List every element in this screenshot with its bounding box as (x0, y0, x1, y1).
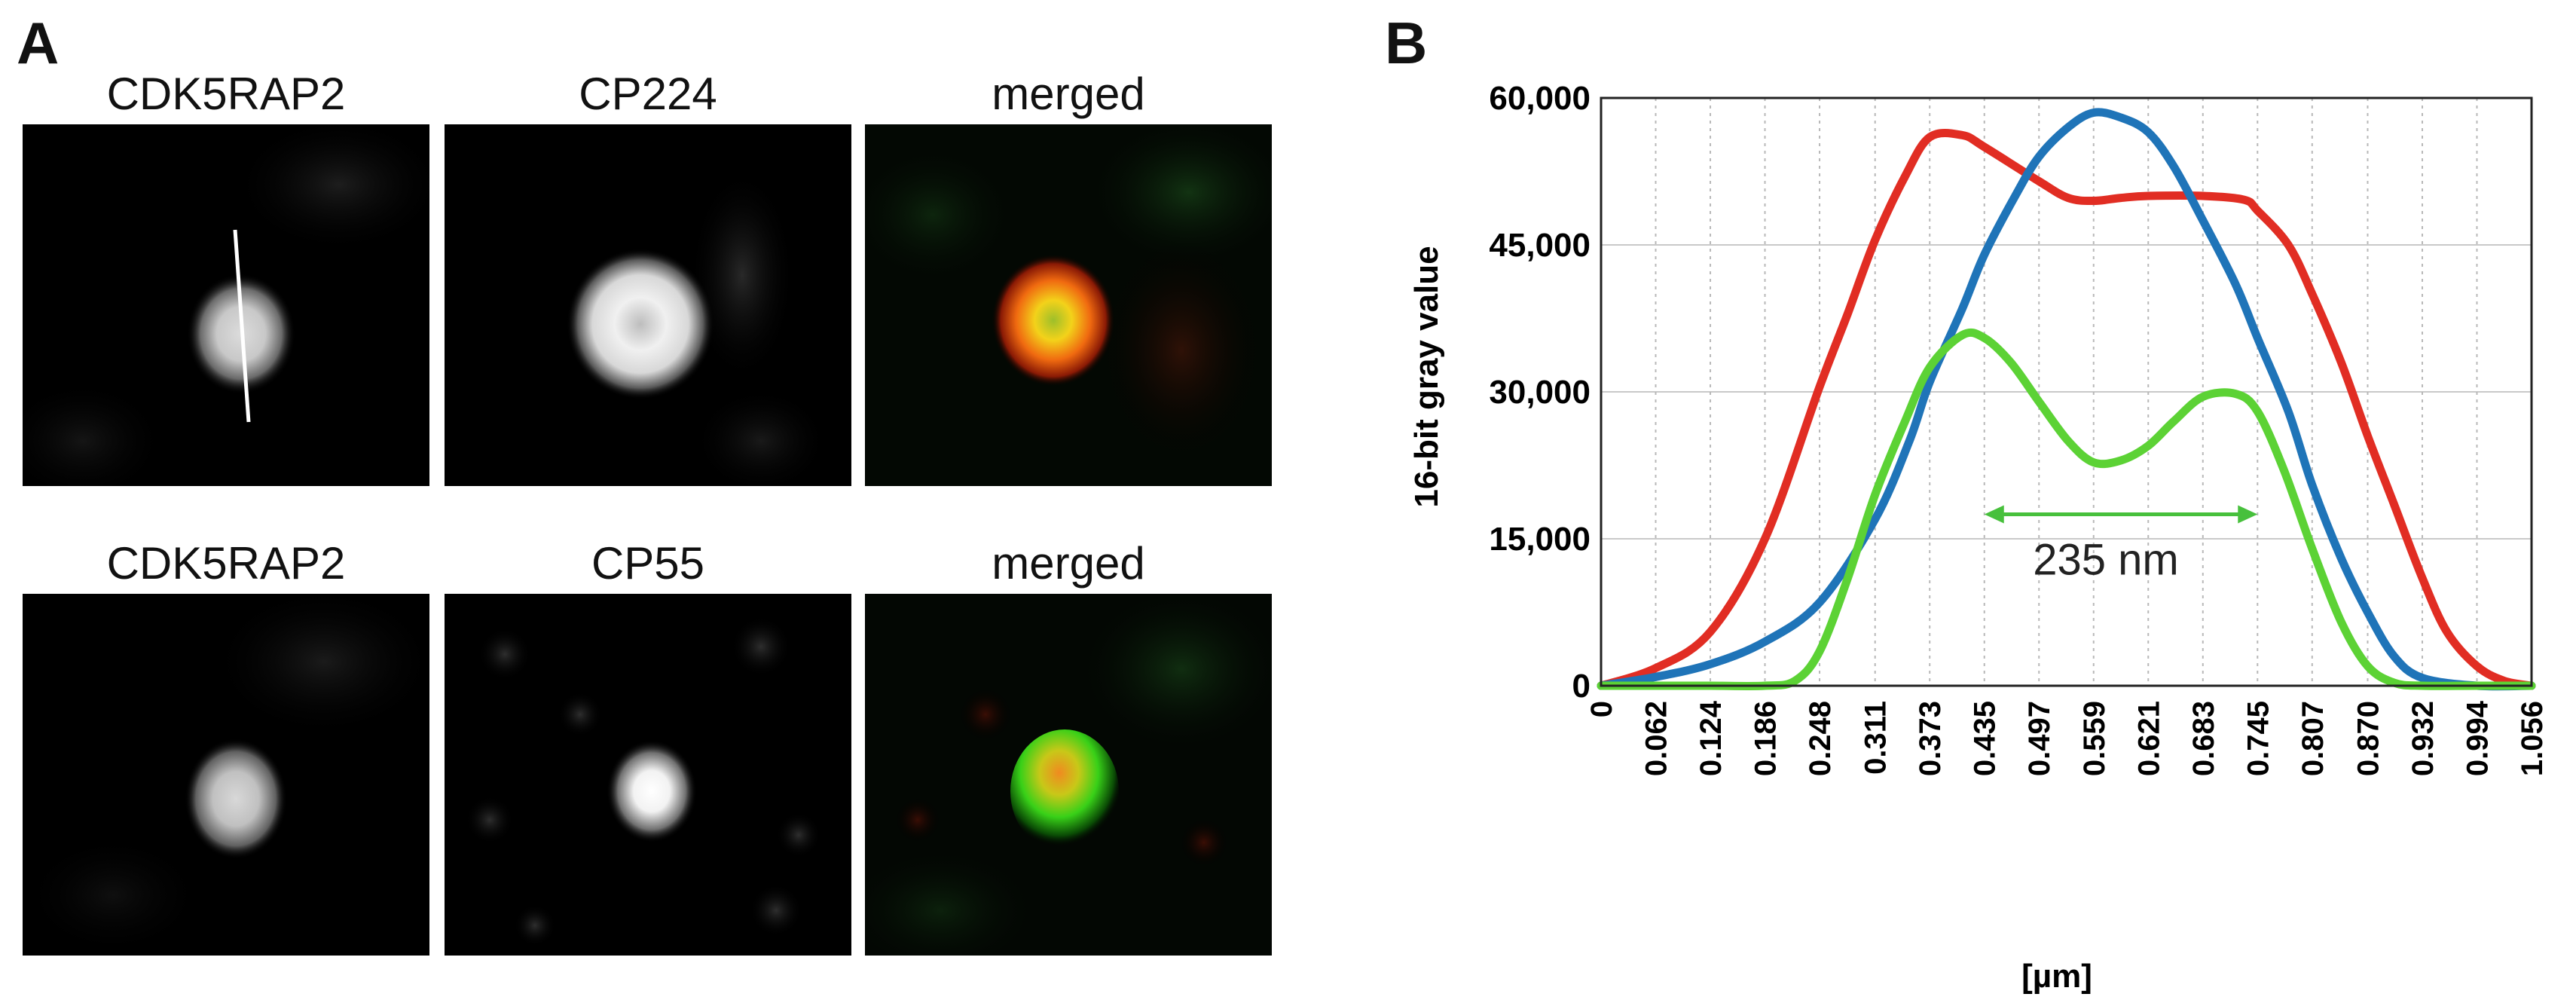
centrosome-signal (1010, 729, 1119, 853)
x-tick-label: 0.745 (2241, 701, 2275, 776)
title-r1c2: CP224 (579, 69, 717, 119)
x-tick-label: 0.373 (1914, 701, 1947, 776)
chart-series (1597, 108, 2536, 691)
arrowhead-left (1984, 505, 2004, 524)
title-r2c2: CP55 (591, 538, 705, 589)
centrosome-signal (992, 254, 1115, 387)
x-tick-label: 0.124 (1694, 700, 1728, 776)
x-tick-label: 0.062 (1640, 701, 1673, 776)
y-tick-label: 60,000 (1489, 80, 1591, 117)
title-r1c1: CDK5RAP2 (106, 69, 346, 119)
panel-b-letter: B (1385, 10, 1428, 76)
micrograph-cdk5rap2-2 (23, 594, 429, 956)
x-tick-label: 0.311 (1859, 701, 1893, 775)
x-tick-label: 0.683 (2187, 701, 2220, 776)
title-r1c3: merged (992, 69, 1145, 119)
line-scan-marker (233, 229, 251, 423)
y-tick-labels: 0 15,000 30,000 45,000 60,000 (1489, 80, 1591, 705)
x-tick-label: 0 (1585, 701, 1618, 717)
plot-frame (1600, 96, 2533, 687)
x-tick-label: 0.870 (2351, 701, 2385, 776)
x-tick-label: 0.497 (2023, 701, 2056, 776)
x-tick-label: 0.621 (2132, 701, 2165, 776)
series-green-line (1597, 328, 2536, 690)
x-tick-label: 0.559 (2078, 701, 2111, 776)
x-tick-label: 0.186 (1749, 701, 1783, 776)
y-axis-label: 16-bit gray value (1408, 246, 1445, 507)
y-tick-label: 0 (1572, 668, 1591, 705)
micrograph-merged-1 (865, 124, 1272, 486)
arrowhead-right (2238, 505, 2258, 524)
annotation-label: 235 nm (2033, 536, 2178, 585)
chart-annotation: 235 nm (1984, 505, 2258, 585)
x-tick-label: 0.932 (2406, 701, 2440, 776)
title-r2c1: CDK5RAP2 (106, 538, 346, 589)
x-axis-label: [µm] (2021, 958, 2092, 995)
series-red-line (1597, 128, 2536, 690)
micrograph-cdk5rap2-1 (23, 124, 429, 486)
x-tick-label: 0.248 (1804, 701, 1837, 776)
x-tick-label: 0.435 (1969, 701, 2002, 776)
panel-a-letter: A (17, 10, 60, 76)
y-tick-label: 15,000 (1489, 521, 1591, 558)
micrograph-merged-2 (865, 594, 1272, 956)
y-tick-label: 30,000 (1489, 374, 1591, 411)
chart-grid (1601, 97, 2532, 686)
centrosome-signal (607, 740, 697, 842)
x-tick-labels: 0 0.062 0.124 0.186 0.248 0.311 0.373 0.435 0.49… (1585, 700, 2547, 776)
y-tick-label: 45,000 (1489, 227, 1591, 264)
series-blue-line (1597, 108, 2536, 691)
micrograph-cp55 (445, 594, 851, 956)
chart-axes (1600, 96, 2533, 687)
centrosome-signal (185, 738, 287, 859)
centrosome-signal (567, 249, 714, 399)
micrograph-cp224 (445, 124, 851, 486)
title-r2c3: merged (992, 538, 1145, 589)
x-tick-label: 0.807 (2296, 701, 2330, 776)
x-tick-label: 0.994 (2461, 700, 2494, 776)
x-tick-label: 1.056 (2516, 701, 2547, 776)
